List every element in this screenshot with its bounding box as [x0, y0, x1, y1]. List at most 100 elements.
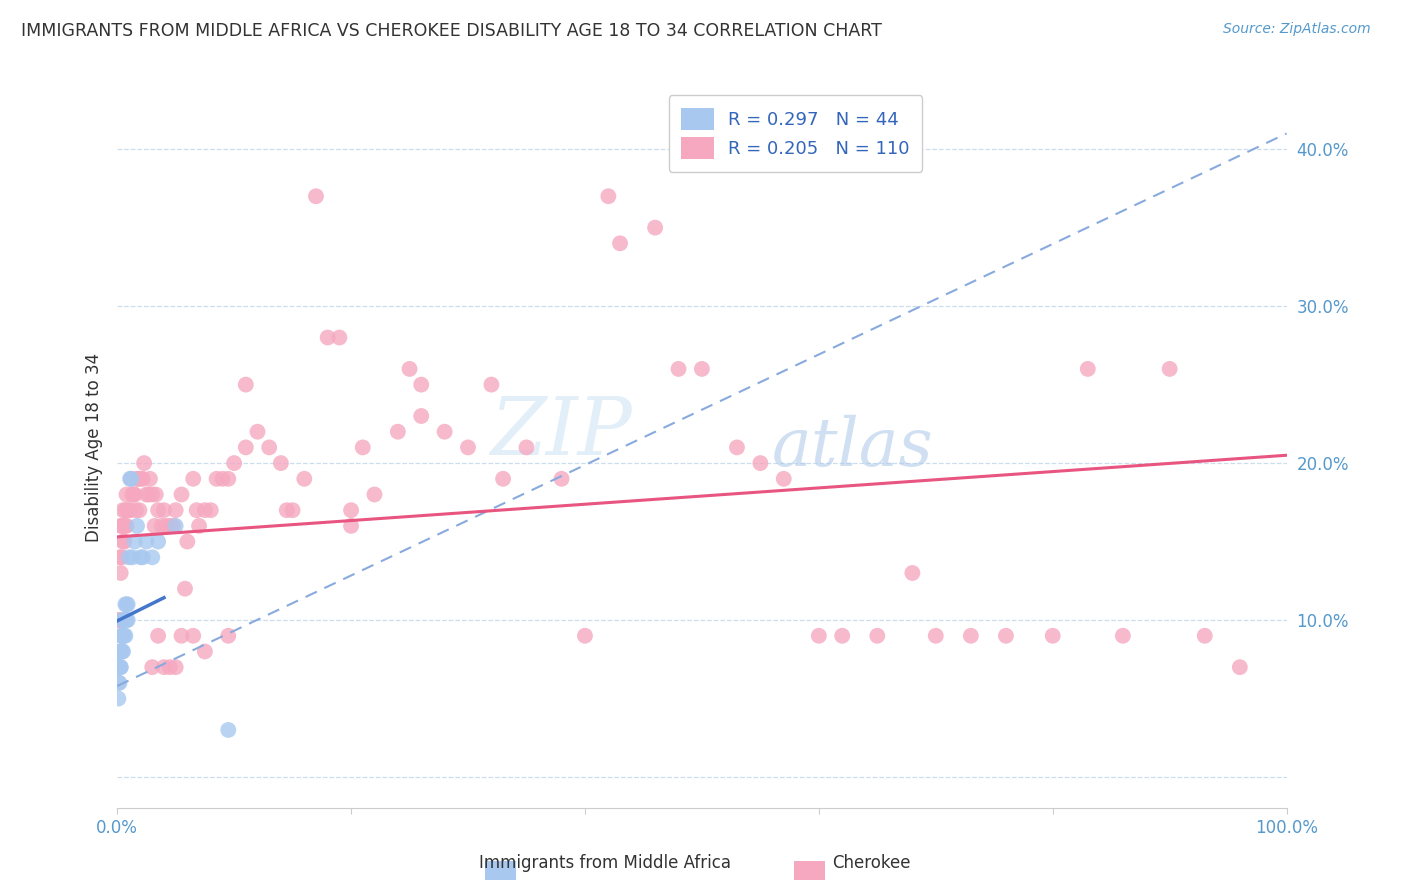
Point	[111, 519, 134, 533]
Point	[114, 613, 136, 627]
Text: atlas: atlas	[772, 415, 934, 480]
Point	[188, 519, 211, 533]
Point	[270, 456, 292, 470]
Legend: R = 0.297   N = 44, R = 0.205   N = 110: R = 0.297 N = 44, R = 0.205 N = 110	[669, 95, 922, 172]
Point	[125, 519, 148, 533]
Point	[141, 660, 163, 674]
Point	[174, 582, 197, 596]
Point	[217, 472, 239, 486]
Point	[1042, 629, 1064, 643]
Point	[866, 629, 889, 643]
Point	[176, 534, 198, 549]
Point	[121, 550, 143, 565]
Point	[644, 220, 666, 235]
Point	[110, 629, 132, 643]
Point	[994, 629, 1017, 643]
Point	[217, 723, 239, 737]
Point	[108, 613, 131, 627]
Point	[194, 503, 217, 517]
Point	[118, 503, 141, 517]
Point	[132, 550, 155, 565]
Point	[108, 644, 131, 658]
Point	[112, 629, 135, 643]
Point	[181, 629, 204, 643]
Point	[107, 691, 129, 706]
Point	[110, 644, 132, 658]
Point	[146, 534, 169, 549]
Point	[170, 487, 193, 501]
Point	[363, 487, 385, 501]
Point	[492, 472, 515, 486]
Point	[211, 472, 233, 486]
Point	[114, 598, 136, 612]
Point	[112, 613, 135, 627]
Text: ZIP: ZIP	[489, 394, 631, 472]
Point	[112, 503, 135, 517]
Point	[292, 472, 315, 486]
Point	[141, 487, 163, 501]
Point	[165, 519, 187, 533]
Point	[165, 660, 187, 674]
Point	[155, 519, 177, 533]
Point	[112, 629, 135, 643]
Point	[246, 425, 269, 439]
Point	[132, 456, 155, 470]
Point	[124, 534, 146, 549]
Point	[217, 629, 239, 643]
Point	[725, 441, 748, 455]
Point	[550, 472, 572, 486]
Point	[112, 519, 135, 533]
Point	[129, 472, 152, 486]
Point	[127, 472, 149, 486]
Point	[186, 503, 208, 517]
Point	[121, 487, 143, 501]
Point	[112, 629, 135, 643]
Point	[609, 236, 631, 251]
Point	[108, 676, 131, 690]
Point	[112, 534, 135, 549]
Point	[352, 441, 374, 455]
Point	[135, 487, 157, 501]
Point	[224, 456, 246, 470]
Point	[118, 503, 141, 517]
Point	[115, 598, 138, 612]
Point	[135, 534, 157, 549]
Point	[143, 519, 166, 533]
Point	[118, 550, 141, 565]
Point	[120, 472, 142, 486]
Point	[108, 660, 131, 674]
Text: IMMIGRANTS FROM MIDDLE AFRICA VS CHEROKEE DISABILITY AGE 18 TO 34 CORRELATION CH: IMMIGRANTS FROM MIDDLE AFRICA VS CHEROKE…	[21, 22, 882, 40]
Point	[598, 189, 620, 203]
Point	[481, 377, 503, 392]
Point	[925, 629, 948, 643]
Text: Source: ZipAtlas.com: Source: ZipAtlas.com	[1223, 22, 1371, 37]
Point	[114, 629, 136, 643]
Point	[153, 660, 176, 674]
Point	[205, 472, 228, 486]
Point	[107, 676, 129, 690]
Point	[340, 519, 363, 533]
Point	[1194, 629, 1216, 643]
Point	[194, 644, 217, 658]
Point	[200, 503, 222, 517]
Point	[162, 519, 184, 533]
Point	[112, 534, 135, 549]
Point	[108, 660, 131, 674]
Point	[165, 503, 187, 517]
Point	[125, 503, 148, 517]
Point	[153, 503, 176, 517]
Point	[1077, 362, 1099, 376]
Point	[120, 472, 142, 486]
Point	[110, 566, 132, 580]
Point	[668, 362, 690, 376]
Point	[457, 441, 479, 455]
Point	[139, 472, 162, 486]
Point	[107, 613, 129, 627]
Y-axis label: Disability Age 18 to 34: Disability Age 18 to 34	[86, 353, 103, 542]
Point	[112, 644, 135, 658]
Point	[159, 660, 181, 674]
Point	[110, 660, 132, 674]
Point	[316, 330, 339, 344]
Point	[107, 660, 129, 674]
Point	[257, 441, 280, 455]
